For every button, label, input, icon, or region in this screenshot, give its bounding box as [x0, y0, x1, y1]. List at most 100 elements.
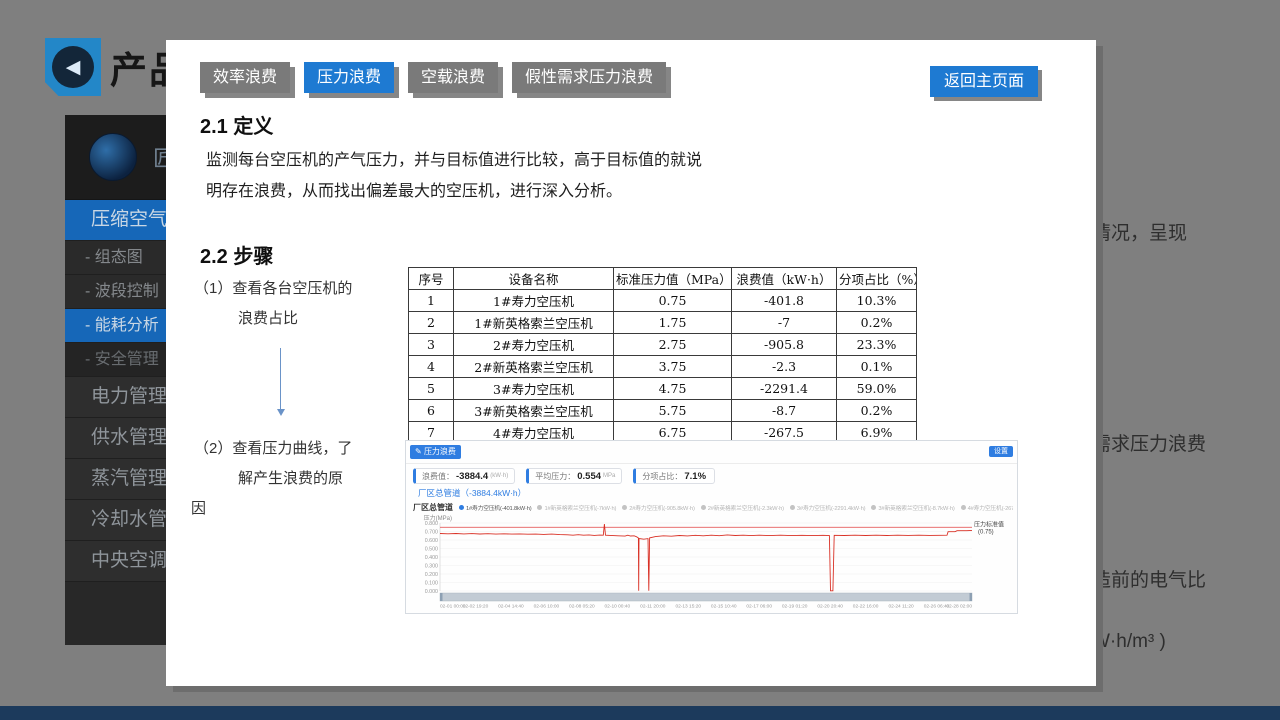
brand-logo-icon [89, 133, 137, 181]
table-cell: 1 [408, 289, 454, 312]
legend-dot-icon [622, 505, 628, 510]
stat-card: 平均压力： 0.554 MPa [526, 468, 623, 484]
table-cell: -2291.4 [731, 377, 837, 400]
legend-item[interactable]: 4#寿力空压机(-267.5kW·h) [960, 503, 1013, 512]
legend-item[interactable]: 2#寿力空压机(-905.8kW·h) [622, 503, 695, 512]
table-cell: 0.2% [836, 311, 917, 334]
y-tick-label: 0.300 [425, 564, 438, 570]
table-cell: 5.75 [613, 399, 732, 422]
datazoom-slider[interactable] [439, 592, 973, 602]
steps-heading: 2.2 步骤 [200, 246, 274, 268]
table-cell: 3#寿力空压机 [453, 377, 614, 400]
step-1-line: （1）查看各台空压机的 [194, 280, 353, 297]
table-cell: 2#新英格索兰空压机 [453, 355, 614, 378]
table-cell: 23.3% [836, 333, 917, 356]
step-2: （2）查看压力曲线，了 解产生浪费的原 因 [191, 434, 384, 524]
legend-item-label: 4#寿力空压机(-267.5kW·h) [967, 506, 1013, 512]
x-tick-label: 02-19 01:20 [782, 604, 808, 610]
table-cell: 59.0% [836, 377, 917, 400]
table-cell: -905.8 [731, 333, 837, 356]
background-text-fragment: 情况，呈现 [1092, 223, 1188, 244]
table-row: 7 4#寿力空压机 6.75 -267.5 6.9% [408, 421, 917, 444]
table-header-cell: 分项占比（%） [836, 267, 917, 290]
table-cell: 10.3% [836, 289, 917, 312]
legend-item-label: 1#寿力空压机(-401.8kW·h) [466, 506, 532, 512]
legend-item-label: 3#寿力空压机(-2291.4kW·h) [796, 506, 866, 512]
table-cell: 5 [408, 377, 454, 400]
bottom-navy-bar [0, 706, 1280, 720]
x-tick-label: 02-02 19:20 [463, 604, 489, 610]
y-tick-label: 0.600 [425, 538, 438, 544]
tab[interactable]: 假性需求压力浪费 [512, 62, 667, 93]
table-cell: 1#新英格索兰空压机 [453, 311, 614, 334]
step-1: （1）查看各台空压机的 浪费占比 [194, 274, 384, 334]
y-tick-label: 0.700 [425, 530, 438, 536]
table-cell: -7 [731, 311, 837, 334]
x-tick-label: 02-24 11:20 [888, 604, 914, 610]
down-arrow-icon [276, 348, 285, 416]
tab-row: 效率浪费 压力浪费 空载浪费 假性需求压力浪费 [200, 62, 667, 93]
table-row: 4 2#新英格索兰空压机 3.75 -2.3 0.1% [408, 355, 917, 378]
y-tick-label: 0.500 [425, 547, 438, 553]
table-cell: 2.75 [613, 333, 732, 356]
y-tick-label: 0.800 [425, 521, 438, 527]
table-cell: 6 [408, 399, 454, 422]
y-tick-label: 0.000 [425, 589, 438, 595]
x-tick-label: 02-22 16:00 [853, 604, 879, 610]
x-tick-label: 02-13 15:20 [675, 604, 701, 610]
stat-card: 浪费值： -3884.4 (kW·h) [413, 468, 516, 484]
legend-item[interactable]: 1#寿力空压机(-401.8kW·h) [459, 503, 532, 512]
step-1-line: 浪费占比 [238, 310, 299, 327]
pressure-line-chart: 压力(MPa)0.800 0.700 0.600 0.500 0.400 0.300 0.2… [424, 514, 1004, 610]
x-tick-label: 02-28 02:00 [946, 604, 972, 610]
table-cell: 0.75 [613, 289, 732, 312]
standard-line-value: (0.75) [978, 529, 994, 535]
datazoom-handle [440, 593, 443, 601]
legend-dot-icon [537, 505, 543, 510]
datazoom-handle [969, 593, 972, 601]
legend-dot-icon [789, 505, 795, 510]
table-cell: -8.7 [731, 399, 837, 422]
table-cell: 3#新英格索兰空压机 [453, 399, 614, 422]
legend-item[interactable]: 3#新英格索兰空压机(-8.7kW·h) [871, 503, 955, 512]
table-header-cell: 序号 [408, 267, 454, 290]
table-cell: -267.5 [731, 421, 837, 444]
legend-item-label: 1#新英格索兰空压机(-7kW·h) [544, 506, 617, 512]
definition-text: 监测每台空压机的产气压力，并与目标值进行比较，高于目标值的就说 明存在浪费，从而… [206, 145, 746, 207]
back-button[interactable]: ◀ [45, 38, 101, 96]
legend-item[interactable]: 1#新英格索兰空压机(-7kW·h) [537, 503, 616, 512]
return-home-button[interactable]: 返回主页面 [930, 66, 1039, 97]
y-tick-label: 0.100 [425, 581, 438, 587]
table-cell: -401.8 [731, 289, 837, 312]
table-cell: 2 [408, 311, 454, 334]
tab[interactable]: 效率浪费 [200, 62, 291, 93]
table-cell: 1.75 [613, 311, 732, 334]
x-tick-label: 02-06 10:00 [534, 604, 560, 610]
chart-y-axis-title: 压力(MPa) [424, 514, 452, 522]
table-header-cell: 标准压力值（MPa） [613, 267, 732, 290]
definition-heading: 2.1 定义 [200, 116, 274, 138]
table-cell: 0.1% [836, 355, 917, 378]
app-screenshot-panel: ✎ 压力浪费 设置 浪费值： -3884.4 (kW·h) 平均压力： 0.554 MPa… [405, 440, 1018, 614]
tab[interactable]: 压力浪费 [304, 62, 395, 93]
legend-item-label: 2#新英格索兰空压机(-2.3kW·h) [707, 506, 784, 512]
y-tick-label: 0.400 [425, 555, 438, 561]
settings-button[interactable]: 设置 [989, 446, 1013, 457]
x-tick-label: 02-26 06:40 [924, 604, 950, 610]
legend-dot-icon [871, 505, 877, 510]
back-arrow-icon: ◀ [52, 46, 94, 88]
table-cell: 3.75 [613, 355, 732, 378]
y-tick-label: 0.200 [425, 572, 438, 578]
table-cell: 4 [408, 355, 454, 378]
tab[interactable]: 空载浪费 [408, 62, 499, 93]
step-2-line: 因 [191, 500, 207, 517]
background-text-fragment: 造前的电气比 [1092, 570, 1207, 591]
legend-item[interactable]: 3#寿力空压机(-2291.4kW·h) [789, 503, 866, 512]
x-tick-label: 02-11 20:00 [640, 604, 666, 610]
pipeline-link[interactable]: 厂区总管道（-3884.4kW·h） [418, 488, 527, 498]
legend-item[interactable]: 2#新英格索兰空压机(-2.3kW·h) [700, 503, 784, 512]
legend-dot-icon [459, 505, 464, 510]
chart-legend: 厂区总管道 1#寿力空压机(-401.8kW·h) 1#新英格索兰空压机(-7kW… [413, 502, 1013, 513]
